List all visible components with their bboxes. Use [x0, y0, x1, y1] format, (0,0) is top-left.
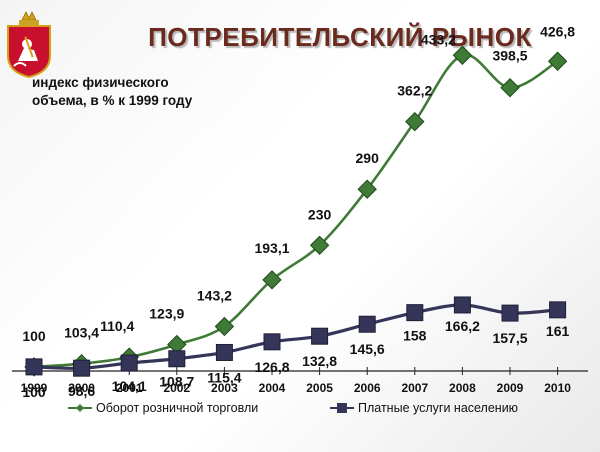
- services-data-label: 157,5: [492, 330, 527, 346]
- x-tick-label: 2006: [354, 381, 381, 395]
- retail-point-marker: [405, 111, 425, 132]
- services-data-label: 100: [22, 384, 46, 400]
- x-tick-label: 2000: [68, 381, 95, 395]
- legend-services-label: Платные услуги населению: [358, 401, 518, 415]
- x-tick-label: 1999: [21, 381, 48, 395]
- coat-of-arms-icon: [4, 6, 54, 79]
- x-tick-label: 2005: [306, 381, 333, 395]
- retail-point-marker: [452, 45, 473, 65]
- retail-point-marker: [547, 51, 568, 71]
- retail-data-label: 290: [356, 150, 380, 166]
- retail-point-marker: [262, 270, 282, 290]
- retail-point-marker: [357, 179, 377, 199]
- retail-data-label: 426,8: [540, 23, 575, 39]
- legend-retail-marker: [76, 404, 84, 412]
- retail-data-label: 123,9: [149, 306, 184, 322]
- services-point-marker: [453, 296, 471, 314]
- retail-data-label: 193,1: [254, 240, 289, 256]
- retail-data-label: 398,5: [492, 48, 527, 64]
- retail-data-label: 100: [22, 328, 46, 344]
- subtitle-line-2: объема, в % к 1999 году: [32, 93, 193, 108]
- subtitle-line-1: индекс физического: [32, 75, 169, 90]
- retail-data-label: 143,2: [197, 287, 232, 303]
- legend-retail-label: Оборот розничной торговли: [96, 401, 258, 415]
- services-data-label: 126,8: [254, 359, 289, 375]
- retail-data-label: 362,2: [397, 83, 432, 99]
- services-point-marker: [168, 350, 186, 368]
- chart-subtitle: индекс физического объема, в % к 1999 го…: [32, 74, 212, 110]
- x-tick-label: 2003: [211, 381, 238, 395]
- retail-data-label: 230: [308, 206, 332, 222]
- services-data-label: 98,6: [68, 383, 95, 399]
- services-data-label: 145,6: [350, 341, 385, 357]
- retail-data-label: 110,4: [100, 318, 134, 334]
- x-tick-label: 2010: [544, 381, 571, 395]
- x-tick-label: 2007: [401, 381, 428, 395]
- services-data-label: 158: [403, 328, 427, 344]
- services-point-marker: [25, 358, 43, 376]
- services-point-marker: [215, 343, 233, 361]
- services-point-marker: [263, 333, 281, 351]
- legend-services-marker: [337, 403, 347, 413]
- retail-point-marker: [500, 78, 520, 98]
- x-tick-label: 2004: [259, 381, 286, 395]
- services-data-label: 166,2: [445, 318, 480, 334]
- retail-data-label: 433,2: [421, 31, 456, 47]
- services-point-marker: [358, 315, 376, 333]
- services-data-label: 108,7: [159, 374, 194, 390]
- x-tick-label: 2002: [163, 381, 190, 395]
- services-point-marker: [406, 304, 424, 322]
- services-point-marker: [501, 304, 519, 322]
- services-point-marker: [311, 327, 329, 345]
- services-data-label: 161: [546, 323, 570, 339]
- retail-data-label: 103,4: [64, 325, 99, 341]
- services-data-label: 115,4: [207, 369, 241, 385]
- x-tick-label: 2009: [497, 381, 524, 395]
- retail-point-marker: [309, 235, 330, 256]
- services-data-label: 104,1: [112, 378, 147, 394]
- services-point-marker: [73, 359, 91, 377]
- retail-point-marker: [214, 316, 235, 337]
- services-point-marker: [120, 354, 138, 372]
- x-tick-label: 2008: [449, 381, 476, 395]
- page-title: ПОТРЕБИТЕЛЬСКИЙ РЫНОК: [148, 22, 532, 52]
- services-point-marker: [549, 301, 567, 319]
- x-tick-label: 2001: [116, 381, 143, 395]
- services-data-label: 132,8: [302, 353, 337, 369]
